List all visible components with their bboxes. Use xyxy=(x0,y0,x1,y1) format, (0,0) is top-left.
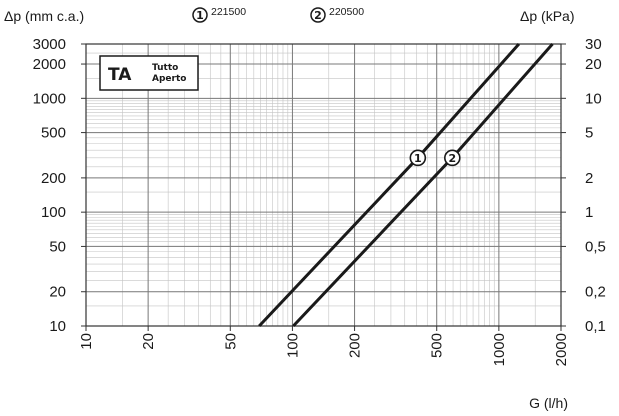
legend: 1 221500 2 220500 xyxy=(192,6,364,23)
legend-marker-1-label: 1 xyxy=(196,9,204,22)
x-tick-label: 10 xyxy=(78,333,95,350)
series-marker-label-2: 2 xyxy=(448,152,456,165)
plot-frame xyxy=(85,43,562,327)
right-tick-label: 0,2 xyxy=(585,284,606,301)
right-tick-label: 20 xyxy=(585,56,602,73)
left-tick-label: 10 xyxy=(49,318,66,335)
tick-label-layer: 3000 2000 1000 500 200 100 50 20 10 30 20 10 5 2 1 0,5 0… xyxy=(33,36,606,366)
right-tick-label: 0,5 xyxy=(585,238,606,255)
x-tick-label: 500 xyxy=(429,333,446,358)
x-tick-label: 20 xyxy=(140,333,157,350)
left-tick-label: 100 xyxy=(41,204,66,221)
series-line-2 xyxy=(292,43,554,328)
left-tick-label: 1000 xyxy=(33,90,66,107)
series-line-1 xyxy=(258,43,521,328)
series-marker-label-1: 1 xyxy=(414,152,422,165)
ta-annotation-box xyxy=(99,55,199,91)
ta-annotation: TA Tutto Aperto xyxy=(99,55,199,91)
legend-marker-2-label: 2 xyxy=(314,9,322,22)
left-tick-label: 200 xyxy=(41,170,66,187)
left-tick-label: 20 xyxy=(49,284,66,301)
right-tick-label: 0,1 xyxy=(585,318,606,335)
x-tick-label: 100 xyxy=(284,333,301,358)
legend-code-2: 220500 xyxy=(329,6,364,18)
x-tick-label: 2000 xyxy=(553,333,570,366)
ta-line-1: Tutto xyxy=(152,63,178,73)
right-tick-label: 30 xyxy=(585,36,602,53)
x-axis-title: G (l/h) xyxy=(529,395,568,411)
left-tick-label: 500 xyxy=(41,125,66,142)
right-tick-label: 1 xyxy=(585,204,593,221)
right-tick-label: 2 xyxy=(585,170,593,187)
right-axis-title: Δp (kPa) xyxy=(520,8,574,24)
left-tick-label: 2000 xyxy=(33,56,66,73)
ta-abbreviation: TA xyxy=(108,65,132,85)
legend-marker-1 xyxy=(192,7,208,23)
x-tick-label: 200 xyxy=(347,333,364,358)
series-marker-1 xyxy=(409,149,427,167)
right-tick-label: 5 xyxy=(585,125,593,142)
left-tick-label: 3000 xyxy=(33,36,66,53)
series-marker-2 xyxy=(444,149,461,167)
legend-code-1: 221500 xyxy=(211,6,246,18)
legend-marker-2 xyxy=(310,7,326,23)
left-axis-title: Δp (mm c.a.) xyxy=(4,8,84,24)
ta-line-2: Aperto xyxy=(152,74,186,84)
x-tick-label: 1000 xyxy=(491,333,508,366)
right-tick-label: 10 xyxy=(585,90,602,107)
left-tick-label: 50 xyxy=(49,238,66,255)
x-tick-label: 50 xyxy=(222,333,239,350)
